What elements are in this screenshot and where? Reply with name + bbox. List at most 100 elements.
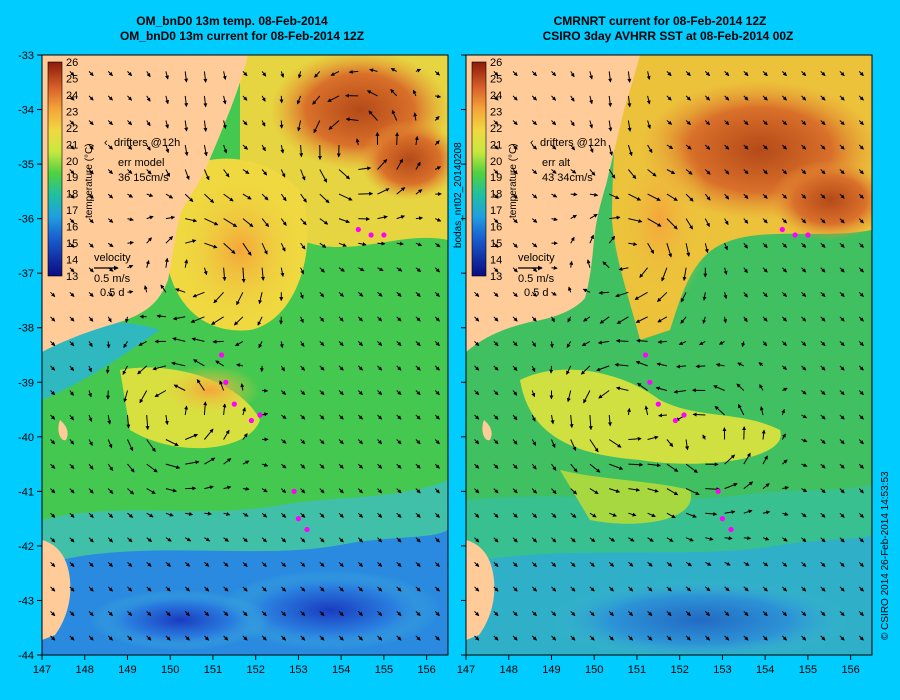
left-drifters[interactable]: [218, 226, 387, 533]
velocity-vector: [801, 390, 807, 395]
lat-tick-label: -43: [18, 595, 34, 607]
drifter-point[interactable]: [304, 526, 310, 533]
velocity-vector: [261, 586, 267, 592]
velocity-vector: [107, 463, 114, 472]
velocity-vector: [88, 365, 92, 373]
velocity-vector: [551, 488, 557, 495]
velocity-vector: [743, 291, 748, 298]
velocity-vector: [434, 512, 440, 518]
velocity-vector: [704, 635, 711, 641]
velocity-vector: [820, 71, 826, 77]
velocity-vector: [781, 95, 787, 101]
velocity-vector: [759, 406, 764, 416]
velocity-vector: [242, 586, 248, 592]
velocity-vector: [737, 362, 745, 367]
velocity-vector: [647, 120, 651, 130]
velocity-vector: [261, 218, 270, 228]
drifter-point[interactable]: [672, 417, 679, 424]
drifter-point[interactable]: [368, 232, 374, 238]
velocity-vector: [377, 488, 383, 494]
velocity-vector: [666, 120, 673, 125]
velocity-vector: [598, 390, 610, 399]
velocity-vector: [781, 218, 787, 224]
velocity-vector: [240, 383, 245, 391]
colorbar-tick-label: 18: [490, 189, 502, 201]
lat-tick-label: -35: [18, 159, 34, 171]
velocity-vector: [300, 488, 306, 494]
velocity-vector: [412, 89, 417, 97]
velocity-vector: [338, 218, 350, 224]
velocity-vector: [300, 414, 306, 420]
velocity-vector: [88, 611, 94, 617]
drifter-point[interactable]: [291, 488, 297, 494]
right-title-line1: CMRNRT current for 08-Feb-2014 12Z: [554, 14, 767, 28]
velocity-vector: [858, 463, 864, 469]
velocity-vector: [820, 414, 826, 420]
drifter-point[interactable]: [257, 412, 263, 418]
drifter-point[interactable]: [218, 352, 225, 358]
velocity-vector: [647, 218, 662, 227]
velocity-vector: [781, 291, 787, 297]
velocity-vector: [261, 537, 267, 543]
velocity-vector: [319, 341, 325, 347]
right-map[interactable]: [466, 55, 890, 660]
velocity-vector: [242, 218, 254, 228]
velocity-vector: [88, 635, 94, 641]
drifter-point[interactable]: [655, 401, 661, 407]
velocity-vector: [493, 242, 499, 248]
velocity-vector: [396, 463, 402, 469]
velocity-vector: [204, 218, 219, 226]
velocity-vector: [165, 236, 174, 244]
drifter-point[interactable]: [295, 516, 301, 522]
drifter-point[interactable]: [681, 412, 687, 418]
right-drifters[interactable]: [642, 226, 811, 533]
velocity-vector: [338, 512, 344, 518]
velocity-vector: [300, 242, 306, 250]
velocity-vector: [106, 341, 111, 349]
drifter-point[interactable]: [223, 379, 229, 385]
velocity-vector: [858, 512, 864, 518]
velocity-vector: [858, 586, 864, 592]
velocity-vector: [512, 291, 518, 297]
drifter-point[interactable]: [248, 417, 254, 424]
lat-tick-label: -34: [18, 105, 34, 117]
left-map[interactable]: [42, 50, 460, 655]
drifter-point[interactable]: [779, 226, 785, 233]
colorbar-tick-label: 14: [66, 255, 78, 267]
velocity-vector: [261, 512, 268, 518]
drifter-point[interactable]: [715, 488, 721, 494]
velocity-vector: [204, 242, 218, 249]
velocity-vector: [319, 169, 328, 183]
drifter-point[interactable]: [355, 226, 361, 233]
drifter-point[interactable]: [642, 352, 649, 358]
drifter-point[interactable]: [647, 379, 653, 385]
velocity-vector: [647, 561, 653, 567]
velocity-vector: [839, 95, 845, 101]
velocity-vector: [184, 561, 191, 567]
velocity-vector: [637, 382, 648, 391]
velocity-vector: [338, 291, 344, 297]
velocity-vector: [242, 95, 248, 101]
drifter-point[interactable]: [231, 401, 237, 407]
velocity-vector: [647, 488, 659, 493]
velocity-vector: [280, 586, 287, 592]
drifter-point[interactable]: [381, 232, 387, 238]
velocity-vector: [146, 635, 152, 641]
velocity-vector: [184, 71, 189, 83]
drifter-point[interactable]: [805, 232, 811, 238]
velocity-vector: [184, 611, 190, 617]
velocity-vector: [569, 414, 574, 429]
velocity-vector: [241, 267, 246, 283]
velocity-vector: [666, 218, 678, 230]
lon-tick-label: 154: [332, 664, 350, 676]
drifter-point[interactable]: [719, 516, 726, 522]
velocity-vector: [69, 512, 75, 518]
colorbar-tick-label: 16: [66, 222, 78, 234]
drifter-point[interactable]: [792, 232, 798, 238]
drifter-point[interactable]: [728, 526, 734, 533]
lon-tick-label: 153: [713, 664, 731, 676]
velocity-vector: [666, 144, 674, 150]
velocity-vector: [223, 193, 234, 202]
velocity-vector: [666, 537, 674, 542]
velocity-vector: [678, 340, 687, 345]
